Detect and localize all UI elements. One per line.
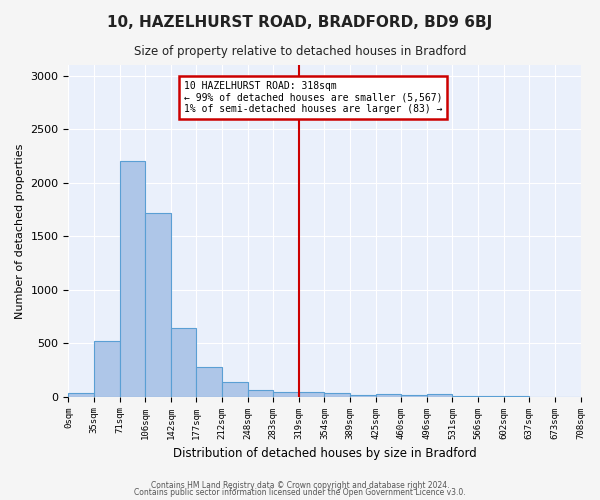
- Bar: [145, 212, 171, 396]
- Bar: [325, 393, 350, 396]
- Bar: [273, 392, 299, 396]
- Bar: [222, 382, 248, 396]
- Text: 10 HAZELHURST ROAD: 318sqm
← 99% of detached houses are smaller (5,567)
1% of se: 10 HAZELHURST ROAD: 318sqm ← 99% of deta…: [184, 81, 443, 114]
- Bar: [299, 392, 325, 396]
- Bar: [171, 328, 196, 396]
- Text: Contains HM Land Registry data © Crown copyright and database right 2024.: Contains HM Land Registry data © Crown c…: [151, 480, 449, 490]
- Bar: [350, 394, 376, 396]
- Text: Contains public sector information licensed under the Open Government Licence v3: Contains public sector information licen…: [134, 488, 466, 497]
- Y-axis label: Number of detached properties: Number of detached properties: [15, 143, 25, 318]
- Bar: [120, 162, 145, 396]
- Bar: [427, 394, 452, 396]
- Text: Size of property relative to detached houses in Bradford: Size of property relative to detached ho…: [134, 45, 466, 58]
- Bar: [376, 394, 401, 396]
- Bar: [94, 341, 120, 396]
- Bar: [196, 368, 222, 396]
- X-axis label: Distribution of detached houses by size in Bradford: Distribution of detached houses by size …: [173, 447, 476, 460]
- Bar: [68, 394, 94, 396]
- Bar: [401, 394, 427, 396]
- Bar: [248, 390, 273, 396]
- Text: 10, HAZELHURST ROAD, BRADFORD, BD9 6BJ: 10, HAZELHURST ROAD, BRADFORD, BD9 6BJ: [107, 15, 493, 30]
